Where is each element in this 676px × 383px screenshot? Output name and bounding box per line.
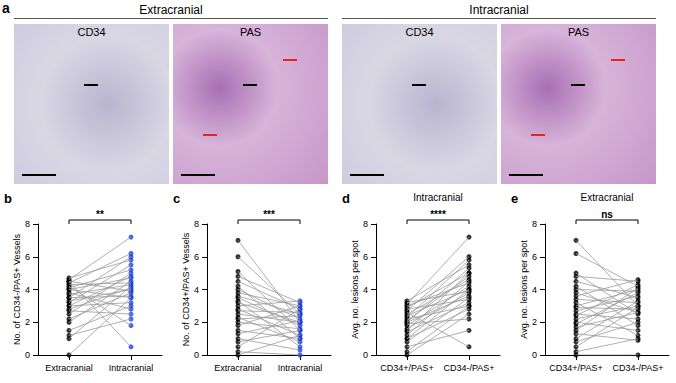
svg-text:8: 8 (25, 219, 30, 229)
svg-text:b: b (4, 191, 12, 206)
svg-text:CD34-/PAS+: CD34-/PAS+ (612, 363, 663, 373)
svg-text:4: 4 (25, 285, 30, 295)
svg-text:4: 4 (194, 285, 199, 295)
svg-text:Avg. no. lesions per spot: Avg. no. lesions per spot (350, 240, 360, 339)
html-text:a: a (2, 0, 10, 16)
svg-text:6: 6 (25, 252, 30, 262)
svg-text:Intracranial: Intracranial (109, 363, 154, 373)
svg-text:2: 2 (363, 317, 368, 327)
html-text:PAS: PAS (567, 26, 590, 38)
html-text:Extracranial: Extracranial (139, 3, 203, 17)
svg-text:6: 6 (194, 252, 199, 262)
svg-text:c: c (173, 191, 180, 206)
svg-text:No. of CD34+/PAS+ Vessels: No. of CD34+/PAS+ Vessels (181, 232, 191, 346)
svg-text:0: 0 (194, 350, 199, 360)
svg-text:Avg. no. lesions per spot: Avg. no. lesions per spot (519, 240, 529, 339)
svg-text:CD34-/PAS+: CD34-/PAS+ (443, 363, 494, 373)
svg-text:***: *** (263, 209, 275, 220)
html-text:PAS: PAS (239, 26, 262, 38)
svg-text:0: 0 (25, 350, 30, 360)
svg-text:Extracranial: Extracranial (214, 363, 262, 373)
svg-text:CD34+/PAS+: CD34+/PAS+ (380, 363, 433, 373)
html-text:CD34: CD34 (77, 26, 106, 38)
svg-text:**: ** (96, 209, 104, 220)
svg-text:2: 2 (194, 317, 199, 327)
svg-text:0: 0 (363, 350, 368, 360)
svg-text:8: 8 (194, 219, 199, 229)
svg-text:0: 0 (532, 350, 537, 360)
svg-text:ns: ns (601, 209, 613, 220)
svg-text:8: 8 (363, 219, 368, 229)
svg-text:4: 4 (532, 285, 537, 295)
svg-text:8: 8 (532, 219, 537, 229)
svg-text:e: e (511, 191, 518, 206)
svg-text:6: 6 (532, 252, 537, 262)
html-text:CD34: CD34 (405, 26, 434, 38)
svg-text:d: d (342, 191, 350, 206)
svg-text:Extracranial: Extracranial (45, 363, 93, 373)
svg-text:No. of CD34-/PAS+ Vessels: No. of CD34-/PAS+ Vessels (12, 233, 22, 345)
svg-text:6: 6 (363, 252, 368, 262)
svg-text:CD34+/PAS+: CD34+/PAS+ (549, 363, 602, 373)
svg-text:Extracranial: Extracranial (581, 192, 634, 203)
svg-text:Intracranial: Intracranial (278, 363, 323, 373)
svg-text:****: **** (430, 209, 446, 220)
svg-text:Intracranial: Intracranial (413, 192, 462, 203)
svg-text:4: 4 (363, 285, 368, 295)
html-text:Intracranial: Intracranial (469, 3, 529, 17)
svg-text:2: 2 (25, 317, 30, 327)
svg-text:2: 2 (532, 317, 537, 327)
